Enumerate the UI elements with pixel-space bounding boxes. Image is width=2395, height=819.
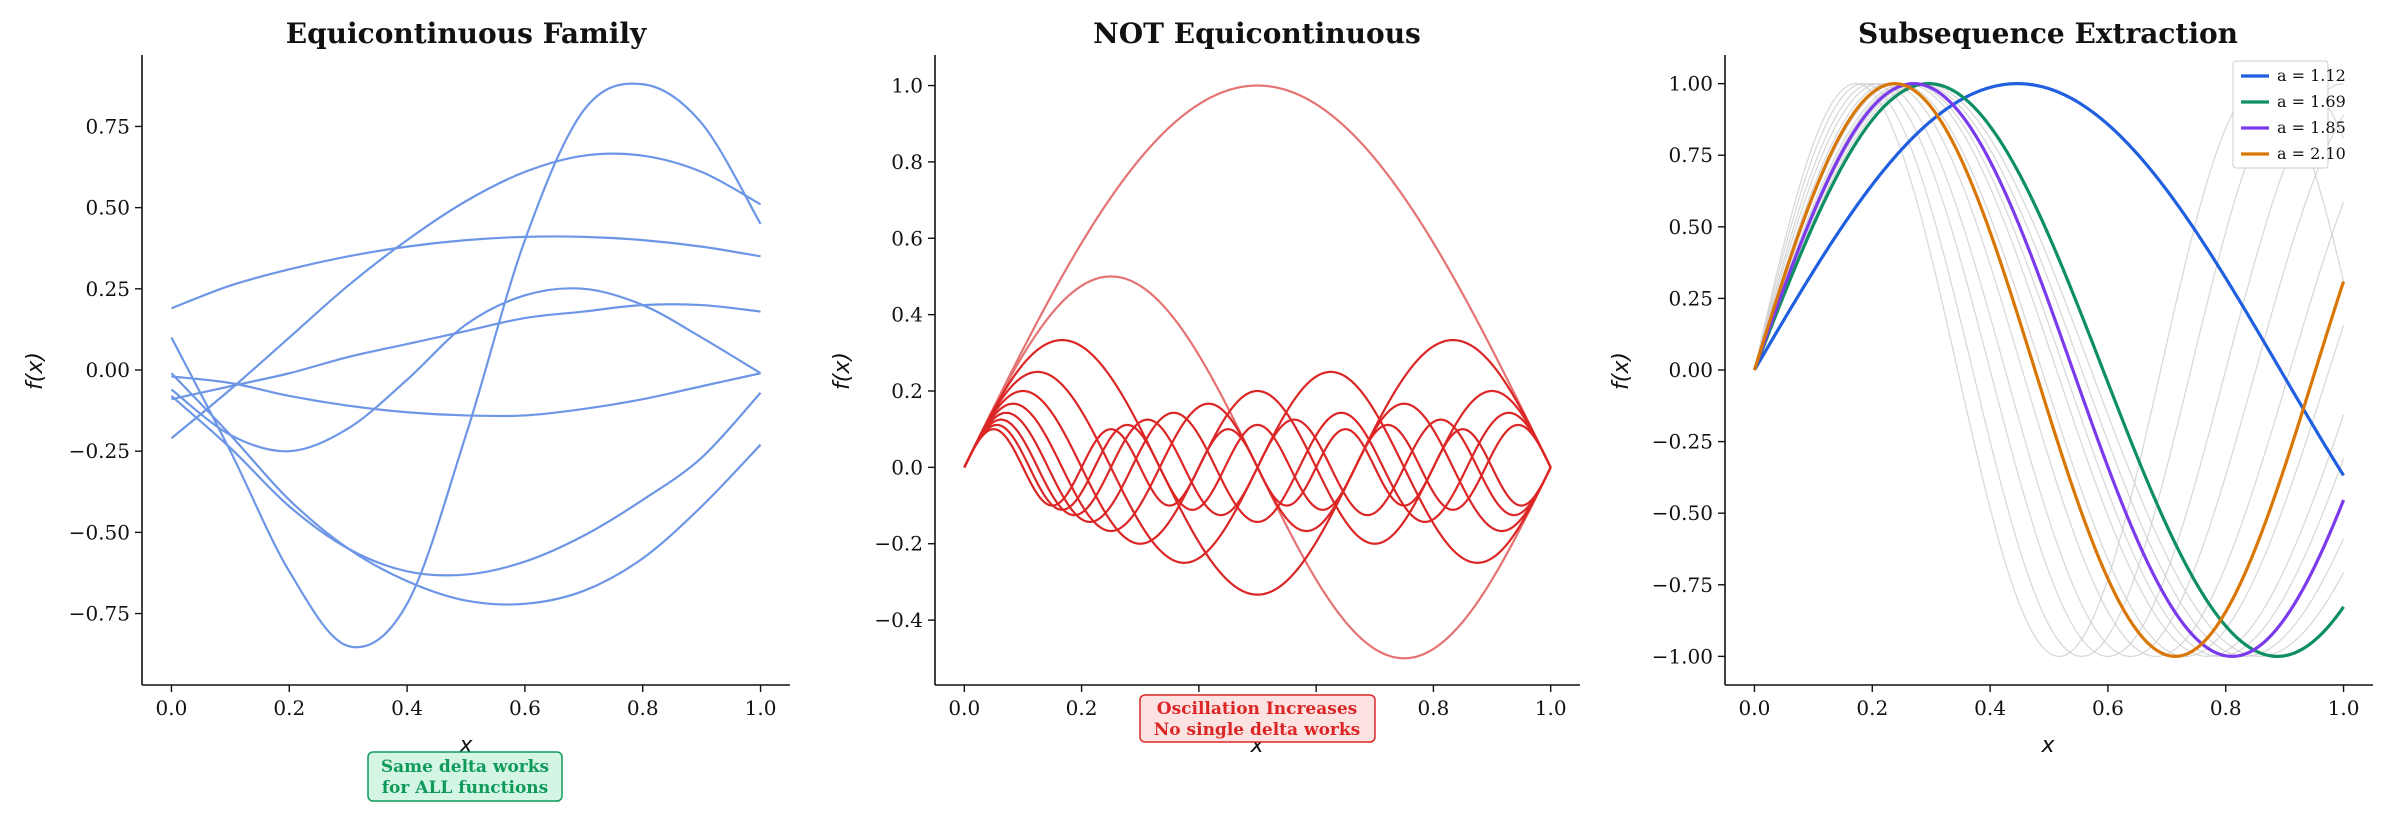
x-tick-label: 0.0 xyxy=(156,696,188,720)
y-tick-label: −0.75 xyxy=(69,602,130,626)
panel1-title: Equicontinuous Family xyxy=(286,17,647,50)
y-tick-label: −0.50 xyxy=(1652,501,1713,525)
y-tick-label: 0.0 xyxy=(891,455,923,479)
y-tick-label: −0.25 xyxy=(69,439,130,463)
y-tick-label: −0.50 xyxy=(69,520,130,544)
series-line-f7 xyxy=(170,391,762,577)
y-tick-label: 0.75 xyxy=(1668,143,1713,167)
background-line xyxy=(1753,83,2345,657)
series-line-n10 xyxy=(963,428,1552,507)
panel1-annotation-box xyxy=(367,751,563,802)
y-tick-label: 0.6 xyxy=(891,226,923,250)
x-tick-label: 0.8 xyxy=(1418,696,1450,720)
panel3-title: Subsequence Extraction xyxy=(1858,17,2238,50)
y-tick-label: 0.25 xyxy=(1668,286,1713,310)
x-tick-label: 0.2 xyxy=(273,696,305,720)
series-line-n1 xyxy=(963,84,1552,468)
panel2-title: NOT Equicontinuous xyxy=(1093,17,1421,50)
panel1-annotation: Same delta works for ALL functions xyxy=(367,751,563,802)
x-tick-label: 0.2 xyxy=(1856,696,1888,720)
x-tick-label: 1.0 xyxy=(1535,696,1567,720)
background-line xyxy=(1753,83,2345,657)
y-tick-label: 0.25 xyxy=(85,277,130,301)
series-line-f1 xyxy=(171,235,761,310)
panel3-ylabel: f(x) xyxy=(1609,352,1634,390)
panel-subsequence: Subsequence Extraction 0.0 0.2 0.4 0.6 0.8 1.… xyxy=(1609,17,2373,758)
series-line-a = 1.69 xyxy=(1752,82,2345,658)
panel1-annotation-line1: Same delta works xyxy=(381,757,549,777)
panel3-plot-area: 0.0 0.2 0.4 0.6 0.8 1.0 −1.00 −0.75 −0.50 −0.25 0.… xyxy=(1652,55,2373,720)
x-tick-label: 0.8 xyxy=(627,696,659,720)
x-tick-label: 0.6 xyxy=(2092,696,2124,720)
y-tick-label: −0.75 xyxy=(1652,573,1713,597)
series-line-f3 xyxy=(171,372,761,418)
series-line-f8 xyxy=(170,372,762,606)
x-tick-label: 0.0 xyxy=(948,696,980,720)
y-tick-label: 1.00 xyxy=(1668,72,1713,96)
panel3-legend: a = 1.12 a = 1.69 a = 1.85 a = 2.10 xyxy=(2232,60,2346,169)
y-tick-label: 0.8 xyxy=(891,150,923,174)
legend-label: a = 2.10 xyxy=(2277,144,2346,163)
y-tick-label: −0.25 xyxy=(1652,430,1713,454)
series-line-f6 xyxy=(170,287,762,453)
panel1-plot-area: 0.0 0.2 0.4 0.6 0.8 1.0 −0.75 −0.50 −0.25 0.00 0.2… xyxy=(69,55,790,720)
series-line-f4 xyxy=(171,303,761,401)
series-line-a = 2.10 xyxy=(1752,82,2346,658)
legend-frame xyxy=(2232,60,2329,169)
y-tick-label: 1.0 xyxy=(891,74,923,98)
y-tick-label: 0.00 xyxy=(85,358,130,382)
panel2-annotation-box xyxy=(1139,694,1376,743)
panel-equicontinuous: Equicontinuous Family 0.0 0.2 0.4 0.6 0.8 1.0… xyxy=(23,17,790,802)
panel2-annotation-line2: No single delta works xyxy=(1154,720,1361,740)
x-tick-label: 0.4 xyxy=(391,696,423,720)
y-tick-label: −0.4 xyxy=(874,608,923,632)
legend-label: a = 1.85 xyxy=(2277,118,2346,137)
x-tick-label: 1.0 xyxy=(745,696,777,720)
x-tick-label: 0.2 xyxy=(1066,696,1098,720)
panel-not-equicontinuous: NOT Equicontinuous 0.0 0.2 0.4 0.6 0.8 1.0 −0.… xyxy=(830,17,1580,758)
series-line-a = 1.12 xyxy=(1753,82,2345,477)
background-line xyxy=(1753,83,2345,657)
background-line xyxy=(1753,83,2345,657)
y-tick-label: 0.00 xyxy=(1668,358,1713,382)
x-tick-label: 0.4 xyxy=(1974,696,2006,720)
panel3-xlabel: x xyxy=(2040,733,2055,758)
y-tick-label: 0.50 xyxy=(85,196,130,220)
y-tick-label: −0.2 xyxy=(874,532,923,556)
y-tick-label: −1.00 xyxy=(1652,644,1713,668)
panel1-annotation-line2: for ALL functions xyxy=(382,778,549,798)
legend-label: a = 1.69 xyxy=(2277,92,2346,111)
x-tick-label: 0.8 xyxy=(2210,696,2242,720)
background-line xyxy=(1753,83,2345,657)
panel2-plot-area: 0.00.20.40.60.81.0−0.4−0.20.00.20.40.60.… xyxy=(874,55,1580,720)
series-line-f2 xyxy=(170,152,762,440)
series-line-f5 xyxy=(170,82,762,649)
series-line-a = 1.85 xyxy=(1752,82,2346,658)
x-tick-label: 1.0 xyxy=(2328,696,2360,720)
series-line-n5 xyxy=(963,389,1552,545)
panel2-annotation: Oscillation Increases No single delta wo… xyxy=(1139,694,1376,743)
panel2-ylabel: f(x) xyxy=(830,352,855,390)
y-tick-label: 0.50 xyxy=(1668,215,1713,239)
series-line-n9 xyxy=(963,423,1552,511)
series-line-n3 xyxy=(963,338,1552,596)
series-line-n7 xyxy=(963,411,1552,524)
y-tick-label: 0.4 xyxy=(891,303,923,327)
x-tick-label: 0.6 xyxy=(509,696,541,720)
background-line xyxy=(1753,83,2345,657)
x-tick-label: 0.0 xyxy=(1739,696,1771,720)
y-tick-label: 0.2 xyxy=(891,379,923,403)
background-line xyxy=(1753,83,2344,657)
legend-label: a = 1.12 xyxy=(2277,66,2346,85)
panel2-annotation-line1: Oscillation Increases xyxy=(1157,699,1357,719)
panel1-ylabel: f(x) xyxy=(23,352,48,390)
y-tick-label: 0.75 xyxy=(85,114,130,138)
